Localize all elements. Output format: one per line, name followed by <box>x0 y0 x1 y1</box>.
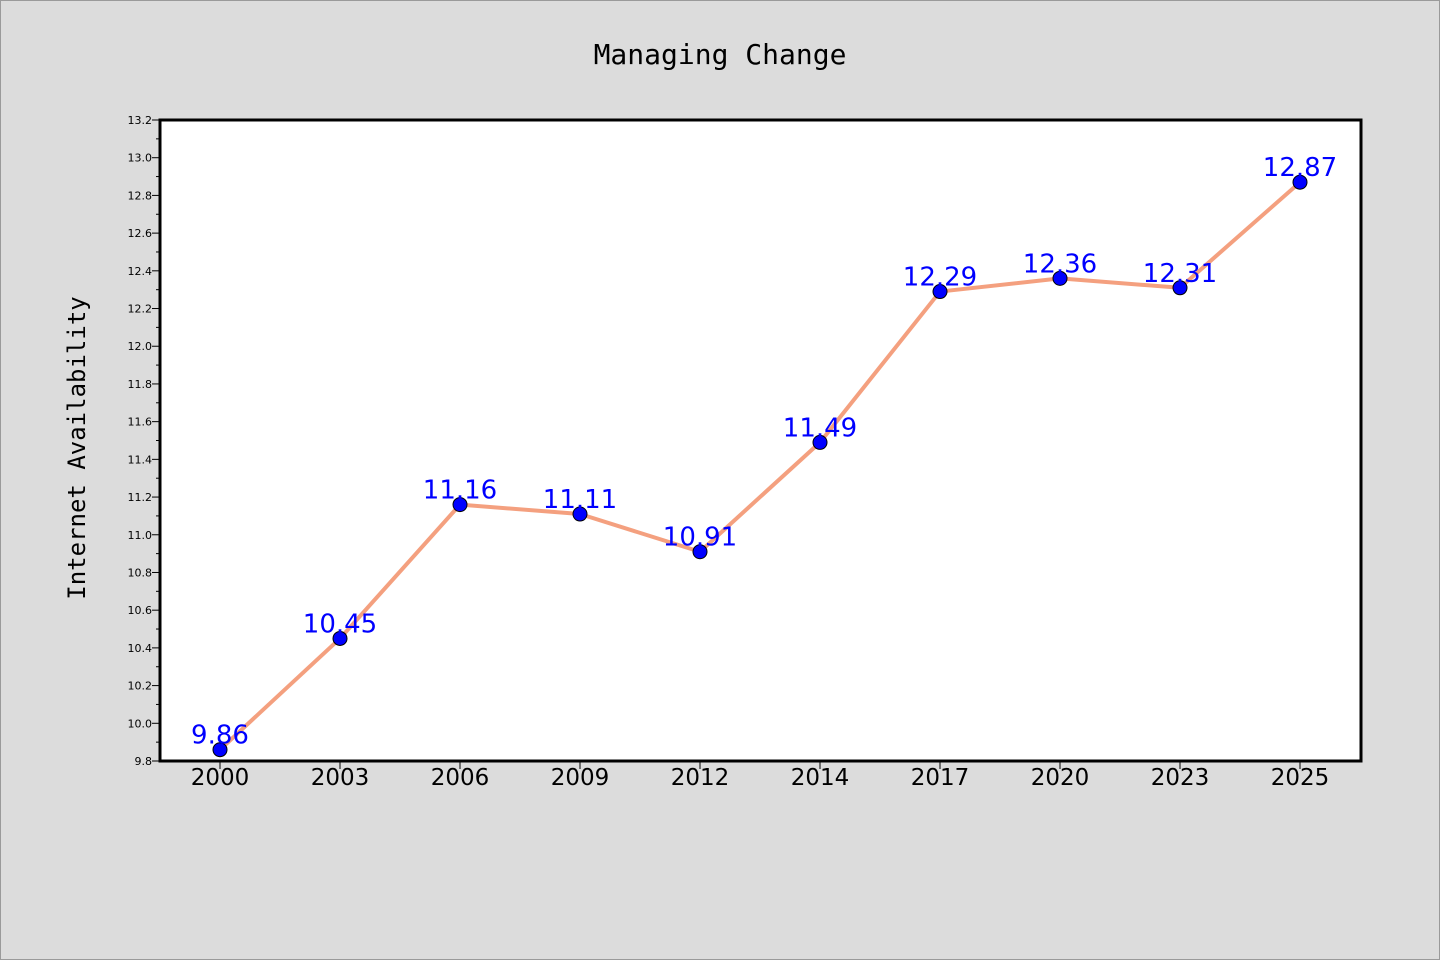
data-point <box>212 742 228 758</box>
data-point <box>812 434 828 450</box>
plot-border <box>158 118 1363 763</box>
y-tick-label: 10.6 <box>128 604 153 617</box>
x-tick-label: 2003 <box>311 765 370 791</box>
data-label: 10.45 <box>303 609 377 639</box>
y-tick-label: 13.0 <box>128 152 153 165</box>
data-point <box>1172 280 1188 296</box>
y-axis-label: Internet Availability <box>63 296 91 599</box>
x-tick-label: 2012 <box>671 765 730 791</box>
y-tick-label: 11.4 <box>128 453 153 466</box>
data-point <box>572 506 588 522</box>
y-tick-label: 12.0 <box>128 340 153 353</box>
y-axis: 9.8 10.0 10.2 10.4 10.6 10.8 11.0 11.2 11.4 11.6 1… <box>128 114 160 768</box>
y-tick-label: 10.4 <box>128 642 153 655</box>
y-tick-label: 10.0 <box>128 717 153 730</box>
data-label: 11.16 <box>423 476 497 506</box>
data-label: 9.86 <box>191 721 249 751</box>
y-tick-label: 12.4 <box>128 265 153 278</box>
y-tick-label: 9.8 <box>135 755 153 768</box>
data-label: 10.91 <box>663 523 737 553</box>
data-point <box>932 284 948 300</box>
x-tick-label: 2006 <box>431 765 490 791</box>
series: 9.86 10.45 11.16 11.11 10.91 11.49 12.29 12.36 1… <box>191 153 1337 758</box>
y-tick-label: 12.2 <box>128 303 153 316</box>
data-label: 12.87 <box>1263 153 1337 183</box>
y-tick-label: 11.0 <box>128 529 153 542</box>
data-point <box>1292 174 1308 190</box>
chart-title: Managing Change <box>594 38 847 71</box>
plot-area <box>160 120 1361 761</box>
x-tick-label: 2020 <box>1031 765 1090 791</box>
y-tick-label: 11.6 <box>128 416 153 429</box>
data-label: 12.31 <box>1143 259 1217 289</box>
x-tick-label: 2023 <box>1151 765 1210 791</box>
x-tick-label: 2014 <box>791 765 850 791</box>
y-tick-label: 12.6 <box>128 227 153 240</box>
x-tick-label: 2000 <box>191 765 250 791</box>
y-tick-label: 11.8 <box>128 378 153 391</box>
y-tick-label: 10.8 <box>128 566 153 579</box>
data-label: 11.11 <box>543 485 617 515</box>
x-tick-label: 2025 <box>1271 765 1330 791</box>
x-tick-label: 2017 <box>911 765 970 791</box>
y-tick-label: 10.2 <box>128 680 153 693</box>
data-label: 12.29 <box>903 263 977 293</box>
data-point <box>332 630 348 646</box>
y-tick-label: 12.8 <box>128 189 153 202</box>
data-point <box>692 544 708 560</box>
x-tick-label: 2009 <box>551 765 610 791</box>
data-point <box>452 497 468 513</box>
series-line <box>218 180 1302 752</box>
data-label: 12.36 <box>1023 249 1097 279</box>
x-axis: 2000 2003 2006 2009 2012 2014 2017 2020 2023 2025 <box>191 761 1330 791</box>
data-point <box>1052 270 1068 286</box>
data-label: 11.49 <box>783 413 857 443</box>
y-tick-label: 11.2 <box>128 491 153 504</box>
y-tick-label: 13.2 <box>128 114 153 127</box>
